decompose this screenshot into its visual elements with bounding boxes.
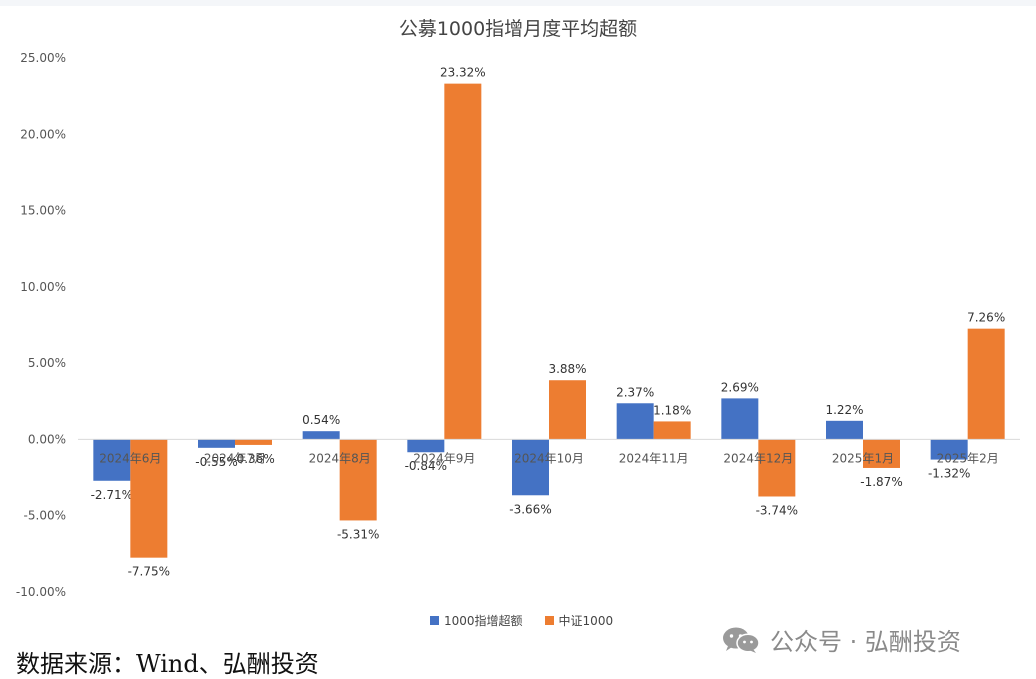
x-category-label: 2024年11月 [619,451,689,465]
data-label-series-1: -2.71% [91,488,133,502]
data-label-series-1: 2.69% [721,380,759,394]
bar-series-2 [549,380,586,440]
chart-legend: 1000指增超额 中证1000 [430,612,635,629]
bar-series-2 [235,439,272,445]
data-label-series-1: 2.37% [616,385,654,399]
bar-series-1 [721,398,759,440]
data-label-series-1: -0.84% [405,459,447,473]
legend-item-series-1: 1000指增超额 [430,612,523,629]
data-label-series-1: -3.66% [509,502,551,516]
x-category-label: 2024年6月 [99,451,161,465]
y-tick-label: 10.00% [20,280,66,294]
x-category-label: 2025年1月 [832,451,894,465]
data-label-series-2: 7.26% [967,311,1005,325]
data-label-series-1: -0.55% [195,455,237,469]
top-strip [0,0,1036,6]
data-label-series-2: -3.74% [756,503,798,517]
bar-series-1 [302,431,340,440]
bar-series-1 [407,439,445,453]
bar-series-1 [198,439,235,448]
y-tick-label: 25.00% [20,51,66,65]
x-category-label: 2024年10月 [514,451,584,465]
wechat-icon [723,627,760,653]
data-label-series-2: -0.36% [232,452,274,466]
bar-series-1 [930,439,968,460]
watermark-text: 公众号 · 弘酬投资 [770,628,961,656]
y-tick-label: 0.00% [28,432,66,446]
bar-series-2 [444,83,482,440]
bar-series-2 [130,439,168,558]
data-label-series-2: -5.31% [337,527,379,541]
y-tick-label: 20.00% [20,127,66,141]
watermark: 公众号 · 弘酬投资 [722,622,961,657]
legend-label-series-2: 中证1000 [558,614,614,628]
bar-series-1 [512,439,549,496]
data-label-series-2: -1.87% [860,475,902,489]
bar-series-2 [653,421,691,440]
x-category-label: 2025年2月 [937,451,999,465]
legend-swatch-series-2 [544,616,554,625]
y-tick-label: -5.00% [24,509,66,523]
data-label-series-1: -1.32% [928,467,970,481]
data-label-series-1: 1.22% [825,403,863,417]
x-category-label: 2024年8月 [309,451,371,465]
chart-title: 公募1000指增月度平均超额 [398,18,638,40]
source-note: 数据来源：Wind、弘酬投资 [16,650,319,678]
legend-swatch-series-1 [430,616,439,625]
bar-series-2 [339,439,377,521]
y-tick-label: 15.00% [20,204,66,218]
bar-series-2 [758,439,796,497]
data-label-series-1: 0.54% [302,413,340,427]
data-label-series-2: -7.75% [128,565,170,579]
y-tick-label: 5.00% [28,356,66,370]
legend-item-series-2: 中证1000 [544,612,614,629]
data-label-series-2: 1.18% [653,403,691,417]
legend-label-series-1: 1000指增超额 [444,614,523,628]
bar-series-1 [93,439,131,481]
bar-series-1 [616,403,654,440]
bar-series-2 [863,439,900,468]
bar-series-2 [967,328,1005,440]
bar-series-1 [826,420,863,440]
x-category-label: 2024年12月 [723,451,793,465]
y-tick-label: -10.00% [16,585,66,599]
x-category-label: 2024年7月 [204,451,266,465]
x-category-label: 2024年9月 [413,451,475,465]
data-label-series-2: 3.88% [548,362,586,376]
data-label-series-2: 23.32% [440,66,486,80]
